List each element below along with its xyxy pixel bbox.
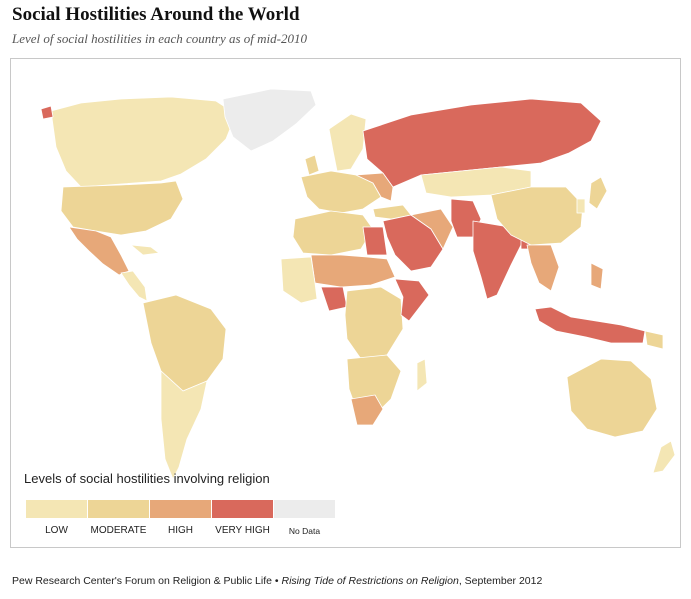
- region-china: [490, 186, 584, 246]
- legend-item-no-data: No Data: [274, 500, 335, 536]
- legend-label-very-high: VERY HIGH: [215, 525, 270, 536]
- map-title: Social Hostilities Around the World: [12, 4, 300, 25]
- region-southeast-asia: [526, 244, 560, 292]
- legend-item-low: LOW: [26, 500, 87, 536]
- region-scandinavia: [328, 113, 367, 172]
- region-korea: [576, 198, 586, 214]
- region-new-zealand: [652, 440, 676, 474]
- legend-label-low: LOW: [45, 525, 68, 536]
- legend-swatch-very-high: [212, 500, 273, 518]
- region-north-africa: [292, 210, 374, 256]
- region-south-america-north: [142, 294, 227, 392]
- legend-swatch-high: [150, 500, 211, 518]
- region-central-america: [120, 270, 148, 302]
- legend-item-very-high: VERY HIGH: [212, 500, 273, 536]
- map-subtitle: Level of social hostilities in each coun…: [12, 31, 307, 46]
- region-russia: [362, 98, 602, 188]
- region-madagascar: [416, 358, 428, 392]
- region-sahel: [310, 254, 396, 288]
- legend-item-moderate: MODERATE: [88, 500, 149, 536]
- region-united-states: [60, 180, 184, 236]
- region-australia: [566, 358, 658, 438]
- region-south-america-south: [160, 370, 208, 480]
- region-central-africa: [344, 286, 404, 360]
- legend-title: Levels of social hostilities involving r…: [24, 471, 270, 486]
- legend-swatch-low: [26, 500, 87, 518]
- map-panel: Levels of social hostilities involving r…: [10, 58, 681, 548]
- legend-label-moderate: MODERATE: [90, 525, 147, 536]
- source-footer: Pew Research Center's Forum on Religion …: [12, 575, 542, 587]
- legend-swatch-moderate: [88, 500, 149, 518]
- region-horn-of-africa: [394, 278, 430, 322]
- region-indonesia: [534, 306, 646, 344]
- region-alaska-tip: [40, 105, 54, 120]
- region-south-africa: [350, 394, 384, 426]
- legend-label-high: HIGH: [168, 525, 193, 536]
- region-uk-ireland: [304, 154, 320, 176]
- region-philippines: [590, 262, 604, 290]
- region-canada: [50, 96, 237, 188]
- world-map: [40, 88, 676, 480]
- region-west-africa: [280, 256, 318, 304]
- region-egypt: [362, 226, 388, 256]
- region-cuba: [130, 244, 160, 256]
- region-greenland: [222, 88, 317, 152]
- region-japan: [588, 176, 608, 210]
- region-papua-new-guinea: [644, 330, 664, 350]
- legend: LOW MODERATE HIGH VERY HIGH No Data: [26, 500, 336, 536]
- region-nigeria: [320, 286, 348, 312]
- footer-source: Pew Research Center's Forum on Religion …: [12, 575, 272, 587]
- legend-swatch-no-data: [274, 500, 335, 518]
- footer-bullet: •: [274, 575, 279, 587]
- legend-label-no-data: No Data: [288, 526, 321, 536]
- footer-report-title: Rising Tide of Restrictions on Religion: [281, 575, 459, 587]
- legend-item-high: HIGH: [150, 500, 211, 536]
- region-western-europe: [300, 170, 382, 214]
- region-iran: [410, 208, 454, 250]
- footer-date: , September 2012: [458, 575, 543, 587]
